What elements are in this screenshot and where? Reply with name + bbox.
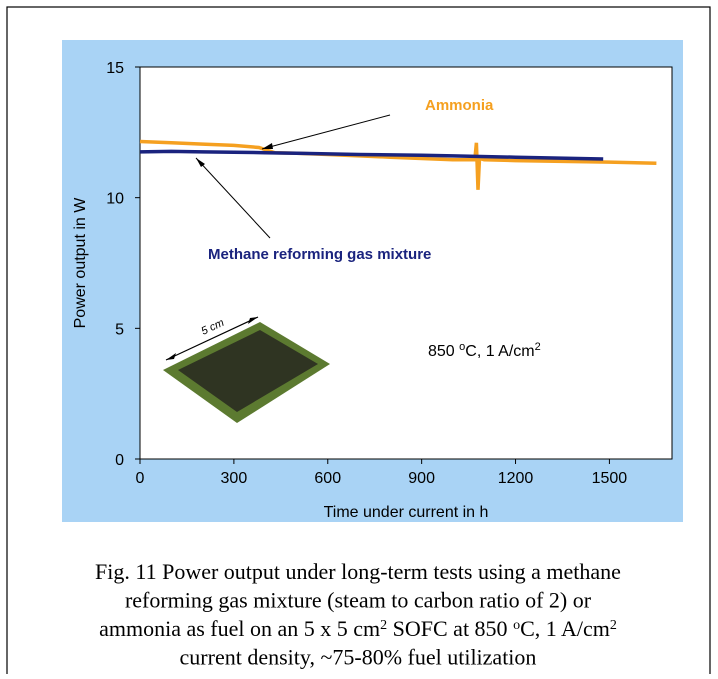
plot: 0 5 10 15 0 300 600 900 1200 1500 [106,60,657,487]
text-segment: SOFC at 850 [387,616,513,641]
x-tick-label: 900 [408,470,435,487]
series-label: Ammonia [425,97,494,114]
x-tick-label: 600 [314,470,341,487]
caption-line: current density, ~75-80% fuel utilizatio… [180,645,537,670]
caption-line: Fig. 11 Power output under long-term tes… [95,559,621,584]
text-segment: 850 [428,343,459,360]
series-line [139,149,604,161]
series-label: Methane reforming gas mixture [208,246,431,263]
inset-photo [163,316,330,423]
y-tick-label: 10 [106,191,124,208]
text-segment: C, 1 A/cm [520,616,610,641]
text-segment: reforming gas mixture (steam to carbon r… [125,588,592,613]
arrow [195,157,271,239]
x-tick-label: 300 [221,470,248,487]
arrowhead [196,158,205,167]
superscript: 2 [535,341,541,353]
x-tick-label: 1200 [498,470,534,487]
y-tick-label: 0 [115,452,124,469]
superscript: o [513,618,520,633]
superscript: o [459,341,465,353]
caption: Fig. 11 Power output under long-term tes… [95,559,621,670]
text-segment: ammonia as fuel on an 5 x 5 cm [99,616,380,641]
arrow [261,114,391,150]
y-tick-label: 5 [115,321,124,338]
y-tick-label: 15 [106,60,124,77]
text-segment: Fig. 11 Power output under long-term tes… [95,559,621,584]
caption-line: reforming gas mixture (steam to carbon r… [125,588,592,613]
x-tick-label: 0 [136,470,145,487]
x-axis-label: Time under current in h [324,504,489,521]
arrowhead [262,143,273,149]
text-segment: current density, ~75-80% fuel utilizatio… [180,645,537,670]
condition-label: 850 oC, 1 A/cm2 [428,341,541,360]
caption-line: ammonia as fuel on an 5 x 5 cm2 SOFC at … [99,616,617,641]
superscript: 2 [610,618,617,633]
x-tick-label: 1500 [592,470,628,487]
y-axis-label: Power output in W [72,197,89,329]
superscript: 2 [380,618,387,633]
series-line [139,139,657,190]
text-segment: C, 1 A/cm [465,343,534,360]
